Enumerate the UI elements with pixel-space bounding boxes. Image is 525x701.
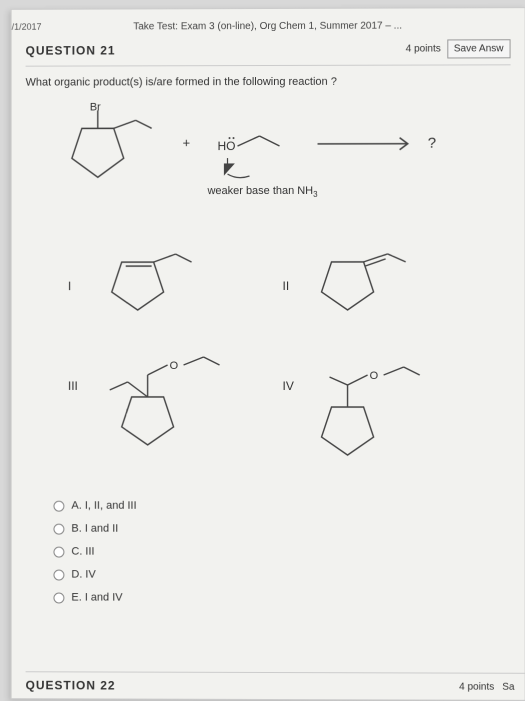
q22-points: 4 points (459, 681, 494, 692)
option-c-label: C. III (71, 546, 94, 558)
br-label: Br (90, 101, 101, 113)
option-d-label: D. IV (71, 569, 95, 581)
question-header: QUESTION 21 4 points Save Answ (26, 39, 511, 66)
structure-choices: I II III (26, 230, 511, 491)
option-b-label: B. I and II (71, 523, 118, 535)
label-III: III (68, 379, 78, 393)
structure-I (112, 254, 192, 310)
product-query: ? (428, 135, 436, 152)
question-number: QUESTION 21 (26, 43, 116, 57)
option-d[interactable]: D. IV (53, 569, 510, 582)
option-e[interactable]: E. I and IV (53, 592, 510, 605)
date-corner: /1/2017 (12, 22, 42, 32)
option-b[interactable]: B. I and II (53, 523, 510, 536)
ho-label: HO (218, 139, 236, 153)
save-answer-button[interactable]: Save Answ (447, 39, 511, 58)
q22-label: QUESTION 22 (26, 678, 116, 692)
question-22-header: QUESTION 22 4 points Sa (26, 671, 525, 694)
structure-II (322, 254, 406, 310)
radio-icon[interactable] (53, 500, 64, 511)
label-I: I (68, 279, 71, 293)
answer-options: A. I, II, and III B. I and II C. III D. … (53, 500, 510, 605)
structure-III (110, 357, 220, 445)
reaction-scheme: Br + HO ? weaker (26, 101, 511, 222)
plus-sign: + (183, 135, 191, 150)
exam-page: /1/2017 Take Test: Exam 3 (on-line), Org… (11, 7, 525, 701)
option-e-label: E. I and IV (71, 592, 122, 604)
weaker-base-note: weaker base than NH3 (207, 185, 319, 199)
question-stem: What organic product(s) is/are formed in… (26, 75, 511, 88)
option-a[interactable]: A. I, II, and III (53, 500, 510, 513)
oxygen-III: O (170, 360, 179, 372)
points-label: 4 points (406, 43, 441, 54)
label-II: II (283, 279, 290, 293)
q22-save-partial[interactable]: Sa (502, 681, 514, 692)
test-title: Take Test: Exam 3 (on-line), Org Chem 1,… (26, 20, 511, 33)
radio-icon[interactable] (53, 592, 64, 603)
header-controls: 4 points Save Answ (406, 39, 511, 58)
oxygen-IV: O (370, 370, 379, 382)
radio-icon[interactable] (53, 569, 64, 580)
label-IV: IV (283, 379, 294, 393)
option-a-label: A. I, II, and III (71, 500, 136, 512)
radio-icon[interactable] (53, 523, 64, 534)
radio-icon[interactable] (53, 546, 64, 557)
option-c[interactable]: C. III (53, 546, 510, 559)
